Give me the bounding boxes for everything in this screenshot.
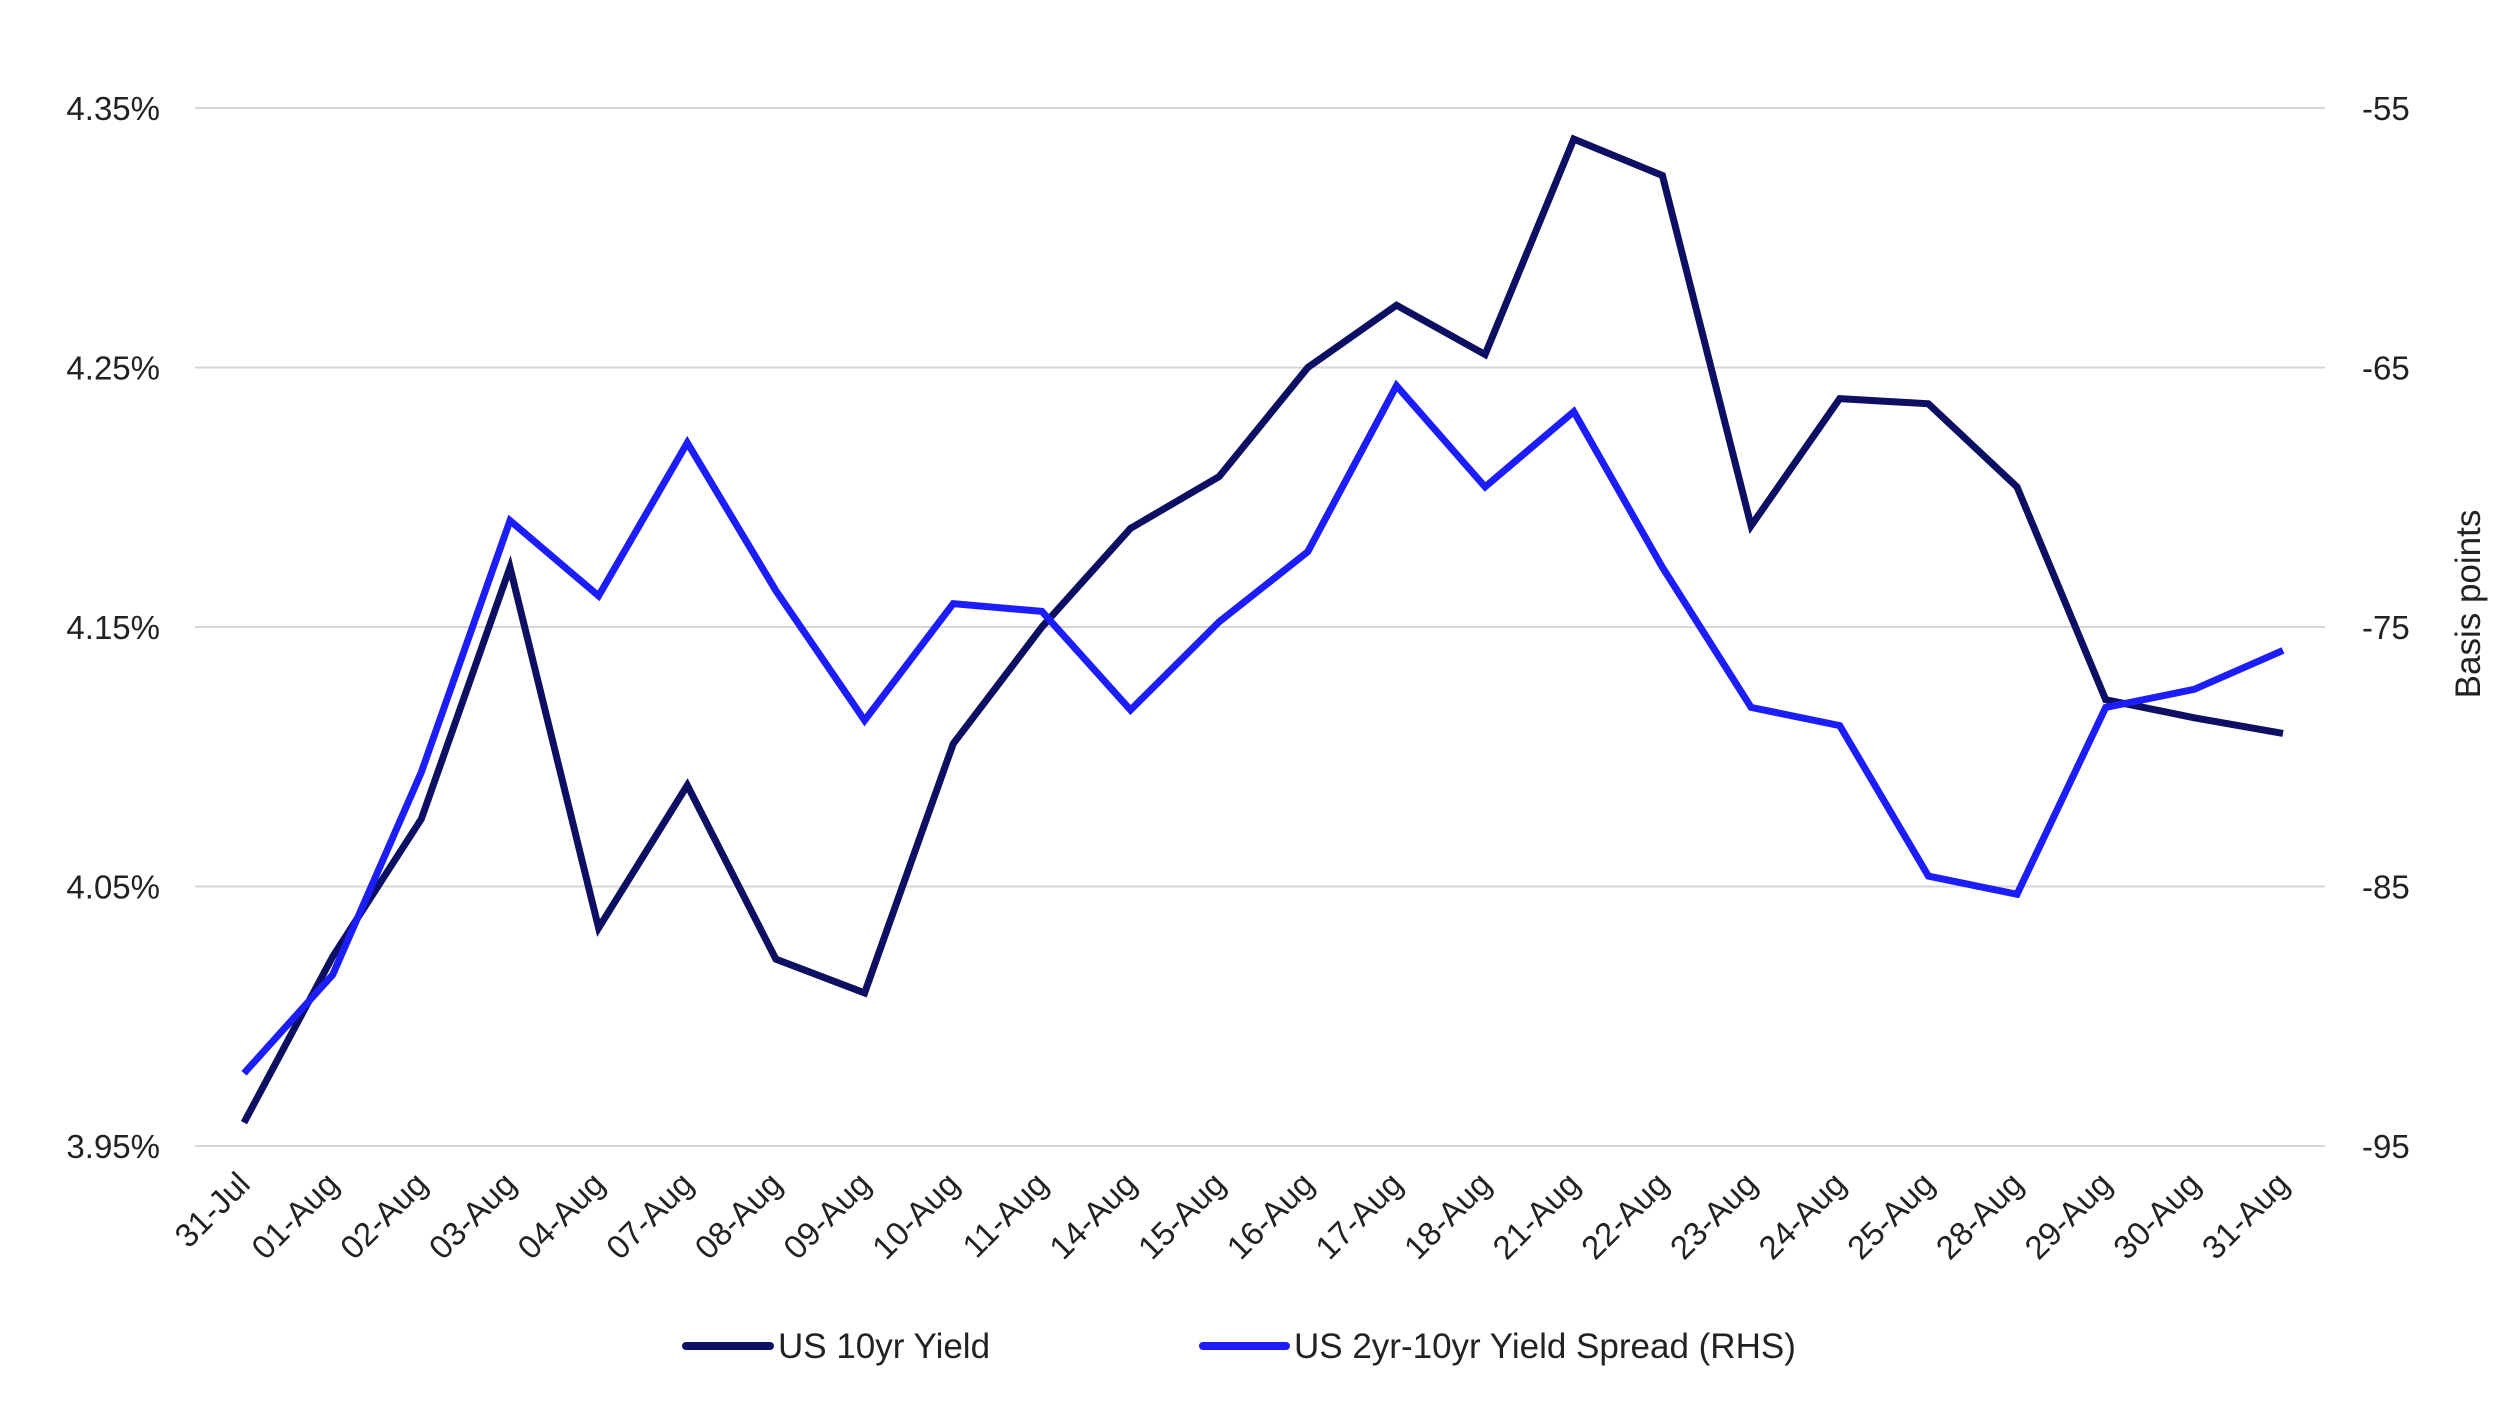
x-tick-label: 15-Aug [1131,1165,1232,1266]
x-tick-label: 28-Aug [1929,1165,2030,1266]
x-tick-label: 18-Aug [1397,1165,1498,1266]
x-axis: 31-Jul01-Aug02-Aug03-Aug04-Aug07-Aug08-A… [167,1165,2296,1266]
x-tick-label: 08-Aug [687,1165,788,1266]
right-tick-label: -65 [2362,350,2410,387]
x-tick-label: 22-Aug [1574,1165,1675,1266]
right-axis: -55 -65 -75 -85 -95 [2362,90,2410,1165]
x-tick-label: 07-Aug [599,1165,700,1266]
series-line-us-2yr-10yr-spread [241,379,2285,1076]
x-tick-label: 31-Jul [167,1165,257,1255]
x-tick-label: 01-Aug [244,1165,345,1266]
legend-label: US 2yr-10yr Yield Spread (RHS) [1294,1327,1796,1366]
left-tick-label: 4.15% [66,609,160,646]
x-tick-label: 10-Aug [865,1165,966,1266]
x-tick-label: 03-Aug [421,1165,522,1266]
left-tick-label: 3.95% [66,1128,160,1165]
x-tick-label: 23-Aug [1663,1165,1764,1266]
right-tick-label: -55 [2362,90,2410,127]
left-tick-label: 4.25% [66,350,160,387]
legend: US 10yr Yield US 2yr-10yr Yield Spread (R… [682,1327,1796,1366]
right-tick-label: -95 [2362,1128,2410,1165]
right-axis-title: Basis points [2449,510,2488,699]
x-tick-label: 29-Aug [2017,1165,2118,1266]
gridlines [195,107,2325,1147]
left-tick-label: 4.05% [66,869,160,906]
x-tick-label: 24-Aug [1751,1165,1852,1266]
x-tick-label: 14-Aug [1042,1165,1143,1266]
x-tick-label: 16-Aug [1219,1165,1320,1266]
x-tick-label: 11-Aug [955,1165,1055,1265]
series-line-us-10yr-yield [240,134,2284,1125]
right-tick-label: -75 [2362,609,2410,646]
series [240,134,2285,1125]
x-tick-label: 31-Aug [2195,1165,2296,1266]
right-tick-label: -85 [2362,869,2410,906]
x-tick-label: 17-Aug [1308,1165,1409,1266]
x-tick-label: 21-Aug [1485,1165,1586,1266]
left-axis: 4.35% 4.25% 4.15% 4.05% 3.95% [66,90,160,1165]
legend-label: US 10yr Yield [778,1327,990,1366]
x-tick-label: 04-Aug [510,1165,611,1266]
left-tick-label: 4.35% [66,90,160,127]
x-tick-label: 09-Aug [776,1165,877,1266]
x-tick-label: 02-Aug [333,1165,434,1266]
x-tick-label: 25-Aug [1840,1165,1941,1266]
x-tick-label: 30-Aug [2106,1165,2207,1266]
